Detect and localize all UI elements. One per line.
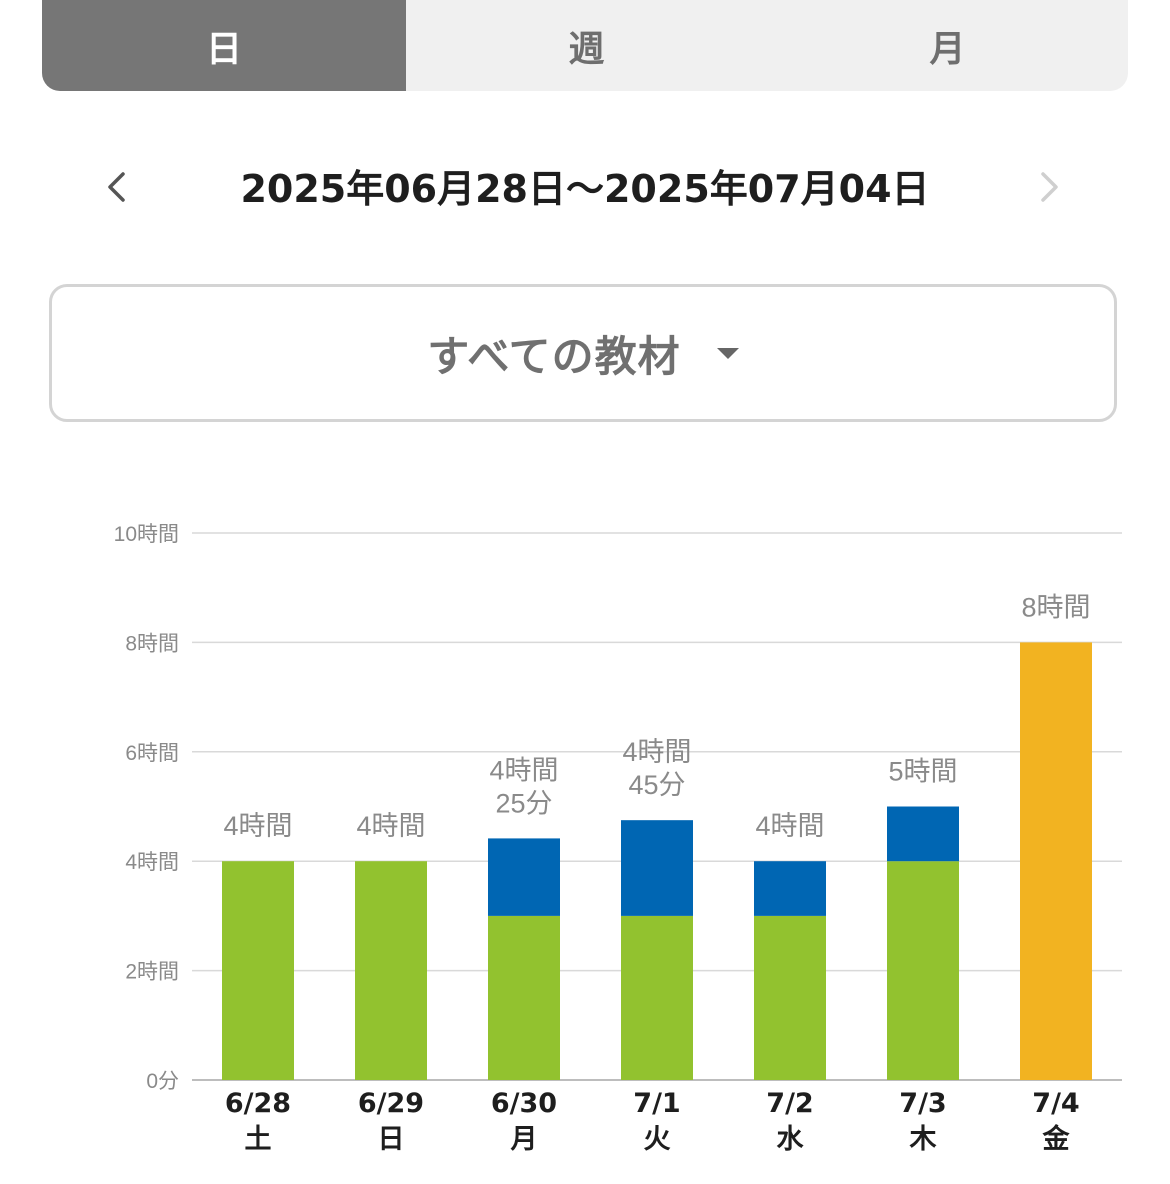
bar-total-label: 4時間 — [489, 755, 558, 785]
x-category-date: 7/2 — [766, 1088, 813, 1119]
bar-segment — [355, 861, 427, 1080]
bar-total-label: 45分 — [628, 770, 685, 800]
x-category-weekday: 水 — [777, 1124, 805, 1155]
bar-total-label: 4時間 — [755, 811, 824, 841]
x-category-weekday: 日 — [378, 1124, 405, 1155]
caret-down-icon — [716, 347, 739, 359]
y-tick-label: 4時間 — [125, 851, 179, 874]
y-tick-label: 10時間 — [114, 523, 179, 546]
bar-total-label: 5時間 — [888, 757, 957, 787]
bar-total-label: 8時間 — [1021, 592, 1090, 622]
y-tick-label: 8時間 — [125, 632, 179, 655]
y-tick-label: 0分 — [146, 1070, 179, 1093]
x-category-weekday: 土 — [245, 1124, 272, 1155]
x-category-weekday: 木 — [909, 1124, 937, 1155]
date-range-label: 2025年06月28日～2025年07月04日 — [240, 167, 930, 211]
bar-segment — [1020, 642, 1092, 1080]
study-time-chart: 0分 2時間 4時間 6時間 8時間 10時間 4時間 6/28 土 4時間 6/29 日 4時間 25分… — [0, 500, 1170, 1184]
x-category-date: 6/30 — [491, 1088, 557, 1119]
bar-segment — [621, 915, 693, 1080]
x-category-date: 7/4 — [1032, 1088, 1079, 1119]
chevron-left-icon — [108, 172, 125, 202]
bar-total-label: 4時間 — [223, 811, 292, 841]
bar-total-label: 25分 — [495, 788, 552, 818]
bar-segment — [887, 861, 959, 1080]
bar-segment — [754, 861, 826, 916]
study-time-chart-svg: 0分2時間4時間6時間8時間10時間4時間6/28土4時間6/29日4時間25分… — [114, 523, 1122, 1155]
x-category-date: 6/28 — [225, 1088, 291, 1119]
y-tick-label: 2時間 — [125, 961, 179, 984]
previous-range-button[interactable] — [90, 160, 144, 214]
chevron-right-icon — [1041, 172, 1058, 202]
bar-segment — [488, 915, 560, 1080]
bar-segment — [222, 861, 294, 1080]
bar-segment — [488, 838, 560, 916]
x-category-date: 6/29 — [358, 1088, 424, 1119]
x-category-date: 7/3 — [899, 1088, 946, 1119]
bar-segment — [754, 915, 826, 1080]
y-tick-label: 6時間 — [125, 742, 179, 765]
x-category-weekday: 火 — [644, 1124, 671, 1155]
period-segmented-control: 日 週 月 — [42, 0, 1128, 91]
tab-day[interactable]: 日 — [42, 0, 406, 91]
tab-month[interactable]: 月 — [929, 28, 966, 70]
material-filter-dropdown[interactable]: すべての教材 — [49, 284, 1117, 422]
bar-segment — [621, 820, 693, 916]
x-category-weekday: 月 — [510, 1124, 538, 1155]
bar-total-label: 4時間 — [622, 737, 691, 767]
bar-segment — [887, 806, 959, 862]
tab-week[interactable]: 週 — [568, 28, 605, 70]
x-category-date: 7/1 — [633, 1088, 680, 1119]
x-category-weekday: 金 — [1042, 1123, 1071, 1155]
next-range-button[interactable] — [1022, 160, 1076, 214]
material-filter-label: すべての教材 — [427, 331, 681, 381]
bar-total-label: 4時間 — [356, 811, 425, 841]
